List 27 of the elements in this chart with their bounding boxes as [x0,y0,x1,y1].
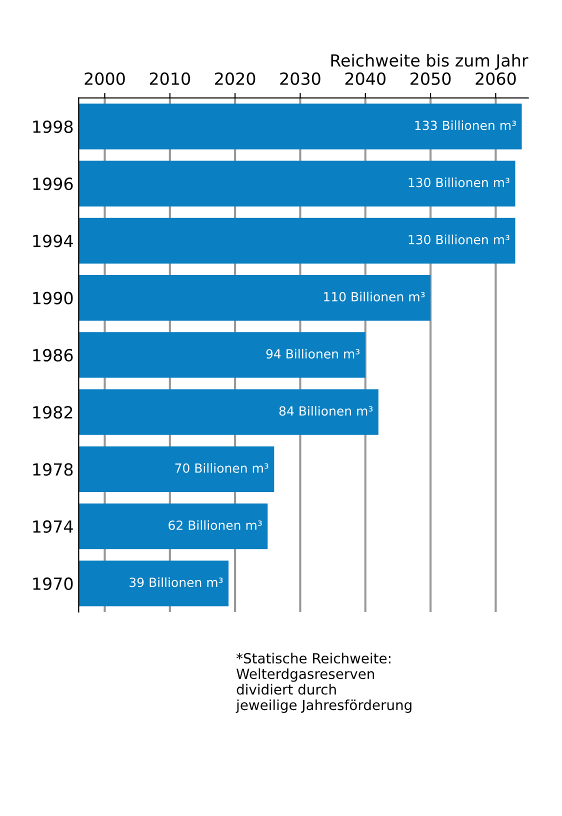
y-tick-label: 1996 [33,178,73,190]
x-tick-label: 2000 [84,72,125,85]
annotation: 70 Billionen m³ [175,463,268,473]
annotation: 84 Billionen m³ [279,406,373,416]
x-axis-title: Reichweite bis zum Jahr [331,54,528,70]
y-tick-label: 1994 [33,234,73,248]
x-tick-label: 2030 [280,72,320,85]
y-tick-label: 1998 [33,120,73,134]
annotation: 130 Billionen m³ [408,234,510,244]
annotation: 133 Billionen m³ [415,120,516,130]
x-tick-label: 2050 [410,72,451,85]
y-tick-label: 1974 [33,520,73,533]
annotation: 62 Billionen m³ [168,520,262,530]
annotation: 39 Billionen m³ [130,577,223,588]
y-tick-label: 1970 [33,577,73,590]
x-tick-label: 2060 [476,72,516,85]
y-tick-label: 1978 [33,463,73,476]
y-tick-label: 1986 [33,348,73,362]
x-tick-label: 2010 [150,72,190,85]
y-tick-label: 1990 [33,292,73,304]
y-tick-label: 1982 [33,406,72,419]
annotation: 130 Billionen m³ [408,178,510,188]
text: *Statische Reichweite: Welterdgasreserven dividiert durch jeweilige Jahresförderung [236,652,412,713]
annotation: 94 Billionen m³ [266,348,360,359]
x-tick-label: 2020 [215,72,256,85]
annotation: 110 Billionen m³ [324,292,425,302]
x-tick-label: 2040 [345,72,386,85]
